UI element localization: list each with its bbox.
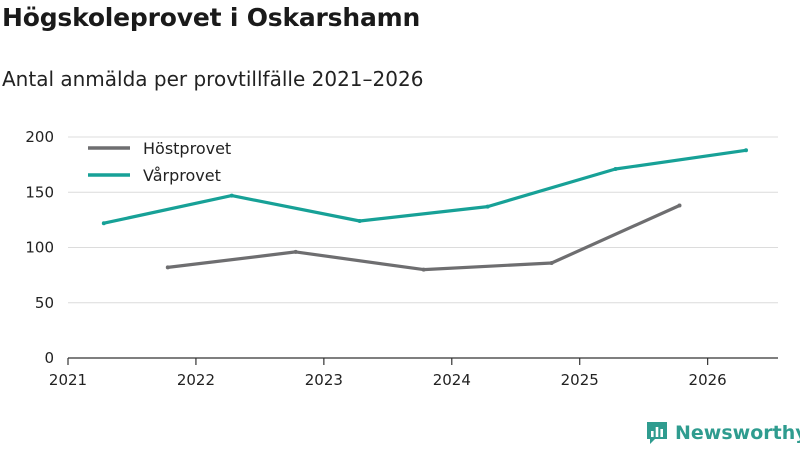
gridlines [68, 136, 778, 304]
legend: Höstprovet Vårprovet [88, 139, 231, 185]
x-tick-label: 2021 [49, 371, 87, 389]
series-lines [101, 148, 749, 272]
chart-title: Högskoleprovet i Oskarshamn [2, 3, 421, 32]
x-tick-label: 2022 [177, 371, 215, 389]
data-point [549, 260, 554, 265]
data-point [677, 203, 682, 208]
data-point [421, 267, 426, 272]
x-tick-label: 2025 [561, 371, 599, 389]
data-point [229, 193, 234, 198]
legend-label: Vårprovet [143, 166, 221, 185]
x-tick-label: 2024 [433, 371, 471, 389]
data-point [485, 204, 490, 209]
legend-label: Höstprovet [143, 139, 231, 158]
data-point [165, 265, 170, 270]
x-tick-label: 2026 [689, 371, 727, 389]
chart-subtitle: Antal anmälda per provtillfälle 2021–202… [2, 67, 424, 91]
newsworthy-logo-icon [647, 422, 667, 444]
newsworthy-brand: Newsworthy [645, 420, 800, 446]
y-tick-label: 200 [25, 128, 54, 146]
data-point [744, 148, 749, 153]
x-tick-label: 2023 [305, 371, 343, 389]
y-tick-label: 150 [25, 183, 54, 201]
y-axis: 0 50 100 150 200 [25, 128, 54, 367]
series-line-varprovet [102, 148, 748, 225]
data-point [101, 221, 106, 226]
data-point [613, 167, 618, 172]
y-tick-label: 50 [35, 294, 54, 312]
y-tick-label: 100 [25, 239, 54, 257]
y-tick-label: 0 [44, 349, 54, 367]
data-point [293, 249, 298, 254]
brand-name: Newsworthy [675, 422, 800, 444]
data-point [357, 218, 362, 223]
x-axis: 2021 2022 2023 2024 2025 2026 [49, 357, 778, 389]
